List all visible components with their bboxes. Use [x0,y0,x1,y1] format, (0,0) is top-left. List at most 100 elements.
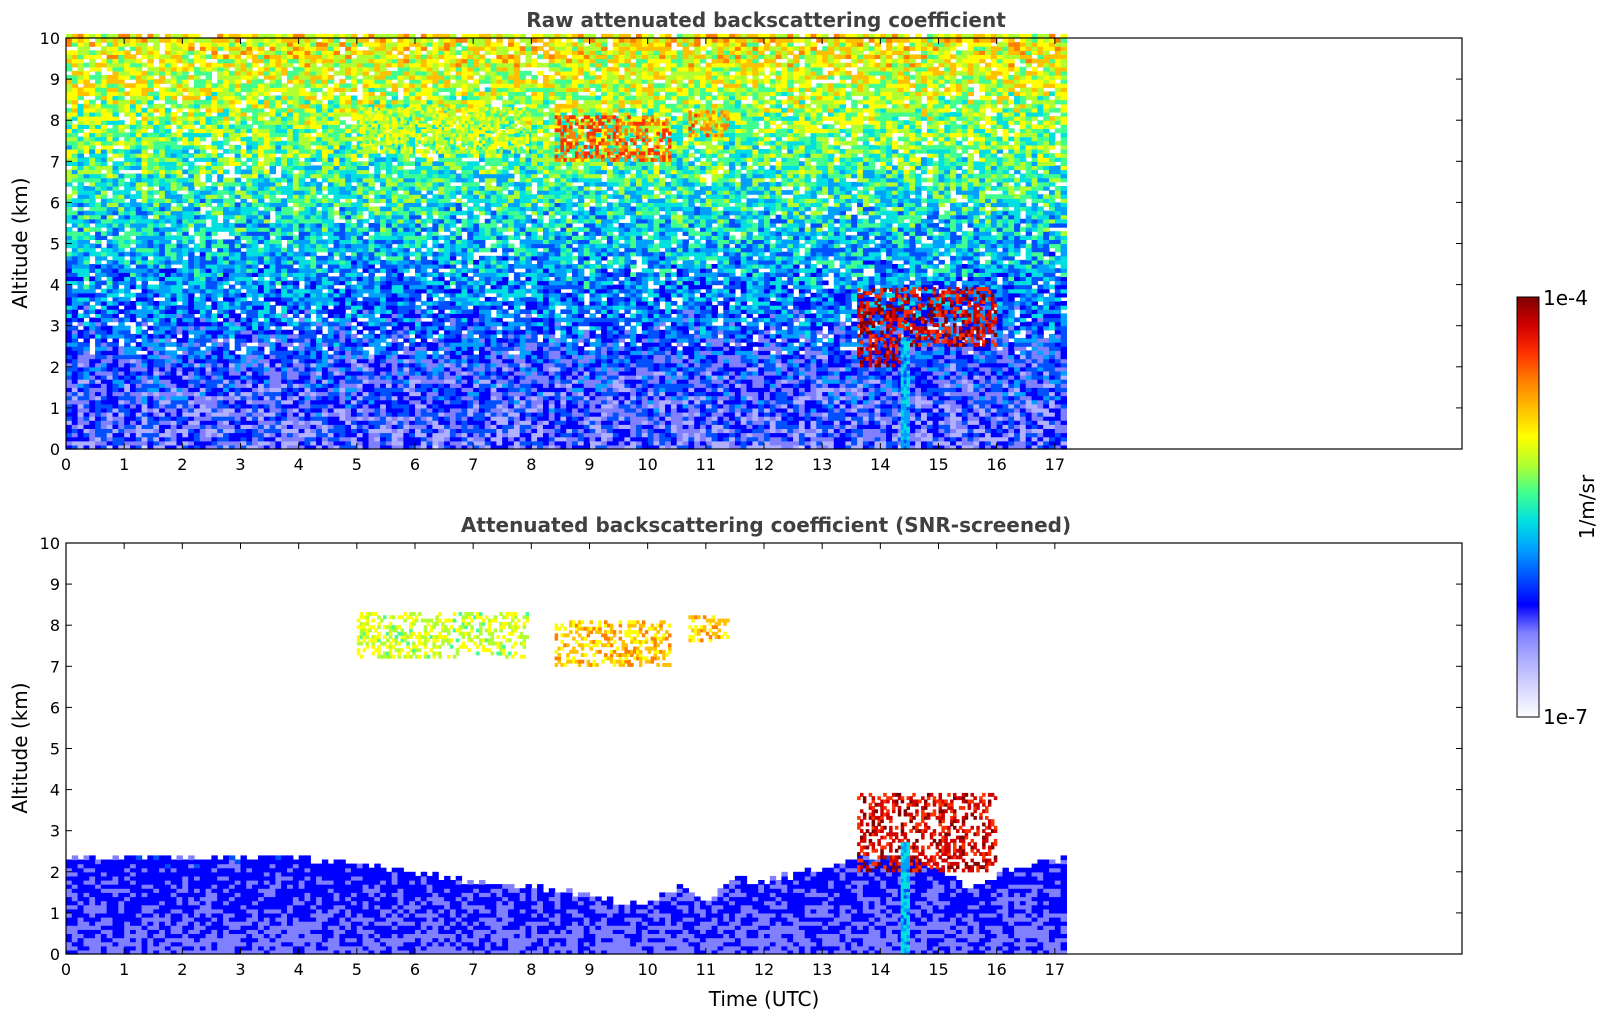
heatmap-cell [135,428,143,434]
heatmap-cell [153,416,160,421]
heatmap-cell [356,251,364,257]
heatmap-cell [164,440,172,446]
heatmap-cell [118,33,125,39]
heatmap-cell [321,95,329,101]
heatmap-cell [234,153,242,158]
heatmap-cell [83,186,90,191]
heatmap-cell [83,436,90,442]
heatmap-cell [205,120,212,125]
heatmap-cell [380,305,387,310]
heatmap-cell [281,66,288,72]
heatmap-cell [258,444,265,450]
heatmap-cell [345,66,352,72]
heatmap-cell [304,259,311,265]
heatmap-cell [234,420,242,425]
heatmap-cell [153,350,160,356]
heatmap-cell [281,420,288,425]
heatmap-cell [258,223,265,228]
heatmap-cell [351,251,358,257]
heatmap-cell [333,149,340,154]
heatmap-cell [234,251,242,257]
heatmap-cell [304,54,311,60]
heatmap-cell [164,420,172,425]
heatmap-cell [135,153,143,158]
heatmap-cell [298,227,306,232]
heatmap-cell [310,218,317,224]
heatmap-cell [380,214,387,220]
heatmap-cell [153,321,160,327]
heatmap-cell [71,83,79,88]
heatmap-cell [141,259,148,265]
heatmap-cell [258,194,265,199]
heatmap-cell [258,227,265,232]
heatmap-cell [135,50,143,55]
heatmap-cell [211,255,218,261]
heatmap-cell [106,379,114,384]
heatmap-cell [380,432,387,438]
heatmap-cell [327,161,335,166]
heatmap-cell [252,149,259,154]
heatmap-cell [269,383,276,388]
heatmap-cell [124,202,131,208]
heatmap-cell [188,107,195,113]
heatmap-cell [164,107,172,113]
heatmap-cell [258,120,265,125]
heatmap-cell [374,292,381,298]
heatmap-cell [362,66,369,72]
heatmap-cell [246,407,253,413]
heatmap-cell [135,366,143,372]
heatmap-cell [310,223,317,228]
heatmap-cell [164,210,172,216]
heatmap-cell [159,124,166,129]
heatmap-cell [368,305,375,310]
heatmap-cell [356,223,364,228]
heatmap-cell [275,424,282,429]
heatmap-cell [141,112,148,117]
heatmap-cell [106,403,114,409]
heatmap-cell [112,309,119,314]
heatmap-cell [176,70,183,76]
heatmap-cell [333,112,340,117]
heatmap-cell [100,387,108,393]
heatmap-cell [147,313,154,319]
heatmap-cell [95,91,102,97]
heatmap-cell [246,33,253,39]
heatmap-cell [275,383,282,388]
heatmap-cell [304,190,311,195]
heatmap-cell [362,161,369,166]
heatmap-cell [170,75,178,80]
heatmap-cell [339,358,346,364]
heatmap-cell [275,190,282,195]
heatmap-cell [310,259,317,265]
heatmap-cell [112,194,119,199]
heatmap-cell [321,210,329,216]
heatmap-cell [217,432,224,438]
heatmap-cell [269,288,276,294]
heatmap-cell [217,280,224,286]
heatmap-cell [316,54,323,60]
heatmap-cell [281,140,288,146]
heatmap-cell [188,255,195,261]
heatmap-cell [246,444,253,450]
heatmap-cell [304,161,311,166]
heatmap-cell [321,169,329,175]
heatmap-cell [321,116,329,121]
heatmap-cell [351,391,358,397]
heatmap-cell [356,116,364,121]
heatmap-cell [199,264,207,269]
heatmap-cell [351,309,358,314]
heatmap-cell [217,66,224,72]
heatmap-cell [89,305,96,310]
heatmap-cell [71,399,79,405]
heatmap-cell [89,424,96,429]
heatmap-cell [211,169,218,175]
heatmap-cell [275,62,282,68]
heatmap-cell [153,272,160,277]
heatmap-cell [83,333,90,339]
heatmap-cell [287,112,294,117]
heatmap-cell [374,395,381,401]
heatmap-cell [228,186,236,191]
heatmap-cell [368,428,375,434]
heatmap-cell [66,107,73,113]
heatmap-cell [333,428,340,434]
